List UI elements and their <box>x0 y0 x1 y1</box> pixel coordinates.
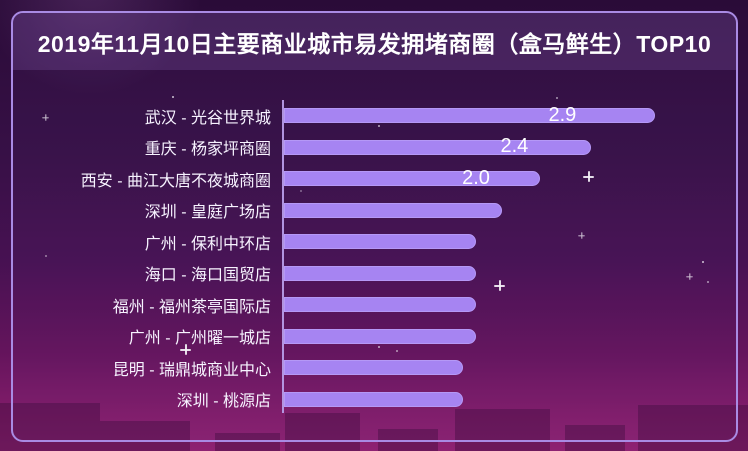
category-label: 深圳 - 桃源店 <box>176 393 271 411</box>
bar-value-label: 2.4 <box>500 135 529 158</box>
bar-value-label: 2.9 <box>548 103 577 126</box>
bar: 2.9 <box>284 104 656 126</box>
bar-row: 深圳 - 桃源店 <box>0 384 748 416</box>
bar-value-label: 2.0 <box>462 166 490 189</box>
skyline-building <box>215 433 280 451</box>
bar-row: 西安 - 曲江大唐不夜城商圈 2.0 <box>0 163 748 195</box>
skyline-building <box>565 425 625 451</box>
star-dot <box>556 97 558 99</box>
sparkle-star-icon <box>578 232 585 239</box>
star-dot <box>378 346 380 348</box>
city-skyline <box>0 371 748 451</box>
sparkle-star-icon <box>494 280 505 291</box>
sparkle-star-icon <box>583 171 594 182</box>
bar <box>284 234 476 250</box>
bar <box>284 391 464 407</box>
bar-track: 2.4 <box>284 135 732 157</box>
category-label: 海口 - 海口国贸店 <box>144 267 271 285</box>
skyline-building <box>638 405 748 451</box>
y-axis-line <box>282 100 284 413</box>
bar-row: 武汉 - 光谷世界城 2.9 <box>0 100 748 132</box>
category-label: 广州 - 保利中环店 <box>144 235 271 253</box>
bar-track <box>284 234 732 250</box>
bar-row: 重庆 - 杨家坪商圈 2.4 <box>0 132 748 164</box>
bar-track <box>284 391 732 407</box>
bar-rows: 武汉 - 光谷世界城 2.9 重庆 - 杨家坪商圈 2.4 西安 - 曲江大唐不… <box>0 100 748 415</box>
category-label: 西安 - 曲江大唐不夜城商圈 <box>80 172 271 190</box>
bar <box>284 360 464 376</box>
bar-track <box>284 360 732 376</box>
bar-row: 昆明 - 瑞鼎城商业中心 <box>0 352 748 384</box>
bar-track: 2.0 <box>284 167 732 189</box>
skyline-building <box>455 409 550 451</box>
bar-track: 2.9 <box>284 104 732 126</box>
bar-track <box>284 265 732 281</box>
category-label: 广州 - 广州曜一城店 <box>128 330 271 348</box>
bar-track <box>284 328 732 344</box>
star-dot <box>172 96 174 98</box>
title-band: 2019年11月10日主要商业城市易发拥堵商圈（盒马鲜生）TOP10 <box>13 13 736 70</box>
bar: 2.0 <box>284 167 540 189</box>
skyline-building <box>0 403 100 451</box>
bar-track <box>284 297 732 313</box>
sparkle-star-icon <box>42 114 49 121</box>
bar-row: 深圳 - 皇庭广场店 <box>0 195 748 227</box>
category-label: 昆明 - 瑞鼎城商业中心 <box>112 361 271 379</box>
category-label: 福州 - 福州茶亭国际店 <box>112 298 271 316</box>
category-label: 深圳 - 皇庭广场店 <box>144 204 271 222</box>
bar-row: 海口 - 海口国贸店 <box>0 258 748 290</box>
chart-title: 2019年11月10日主要商业城市易发拥堵商圈（盒马鲜生）TOP10 <box>37 30 712 57</box>
bar <box>284 297 476 313</box>
sparkle-star-icon <box>686 273 693 280</box>
category-label: 武汉 - 光谷世界城 <box>144 109 271 127</box>
star-dot <box>300 190 302 192</box>
category-label: 重庆 - 杨家坪商圈 <box>144 141 271 159</box>
bar-row: 福州 - 福州茶亭国际店 <box>0 289 748 321</box>
star-dot <box>707 281 709 283</box>
star-dot <box>45 255 47 257</box>
sparkle-star-icon <box>180 344 191 355</box>
star-dot <box>378 125 380 127</box>
star-dot <box>702 261 704 263</box>
bar <box>284 202 502 218</box>
star-dot <box>396 350 398 352</box>
bar-row: 广州 - 保利中环店 <box>0 226 748 258</box>
skyline-building <box>100 421 190 451</box>
bar <box>284 265 476 281</box>
skyline-building <box>285 413 360 451</box>
bar-track <box>284 202 732 218</box>
bar: 2.4 <box>284 135 592 157</box>
bar <box>284 328 476 344</box>
bar-row: 广州 - 广州曜一城店 <box>0 321 748 353</box>
